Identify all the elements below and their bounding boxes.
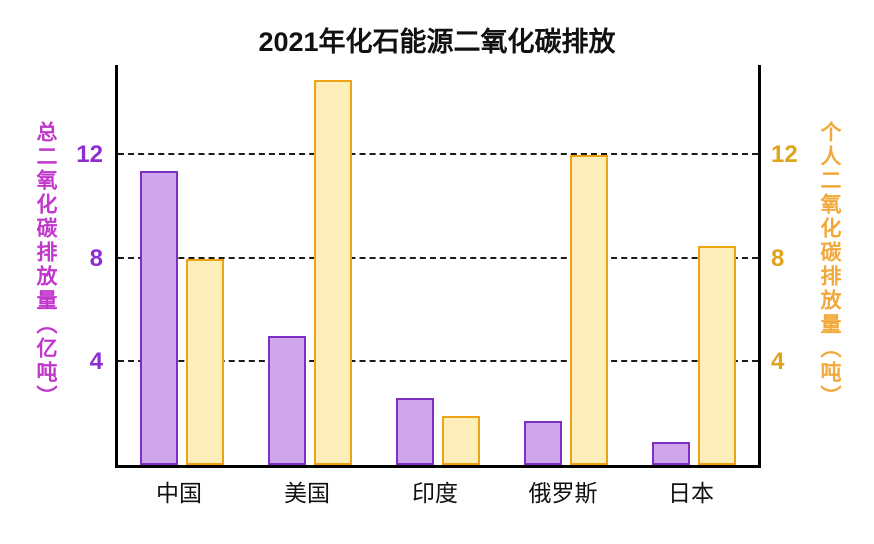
bar-percapita-emissions: [186, 258, 224, 465]
x-tick-label: 日本: [668, 480, 714, 506]
right-tick-label: 12: [771, 141, 798, 169]
bar-total-emissions: [524, 421, 562, 465]
gridline: [118, 153, 758, 156]
bar-percapita-emissions: [314, 80, 352, 465]
bar-total-emissions: [652, 441, 690, 465]
plot-area: [115, 65, 761, 468]
right-axis-title: 个人二氧化碳排放量（吨）: [818, 121, 841, 409]
bar-total-emissions: [140, 170, 178, 465]
x-tick-label: 美国: [284, 480, 330, 506]
x-tick-label: 俄罗斯: [528, 480, 598, 506]
bar-percapita-emissions: [442, 415, 480, 465]
gridline: [118, 359, 758, 362]
bar-percapita-emissions: [570, 155, 608, 465]
bar-total-emissions: [396, 397, 434, 465]
left-tick-label: 4: [89, 347, 103, 375]
x-tick-label: 印度: [412, 480, 458, 506]
left-tick-label: 12: [76, 141, 103, 169]
left-axis-title: 总二氧化碳排放量（亿吨）: [34, 121, 57, 409]
right-tick-label: 8: [771, 244, 785, 272]
gridline: [118, 256, 758, 259]
chart-title: 2021年化石能源二氧化碳排放: [258, 27, 616, 57]
bar-percapita-emissions: [698, 245, 736, 465]
left-tick-label: 8: [89, 244, 103, 272]
bar-total-emissions: [268, 335, 306, 465]
right-tick-label: 4: [771, 347, 785, 375]
x-tick-label: 中国: [156, 480, 202, 506]
